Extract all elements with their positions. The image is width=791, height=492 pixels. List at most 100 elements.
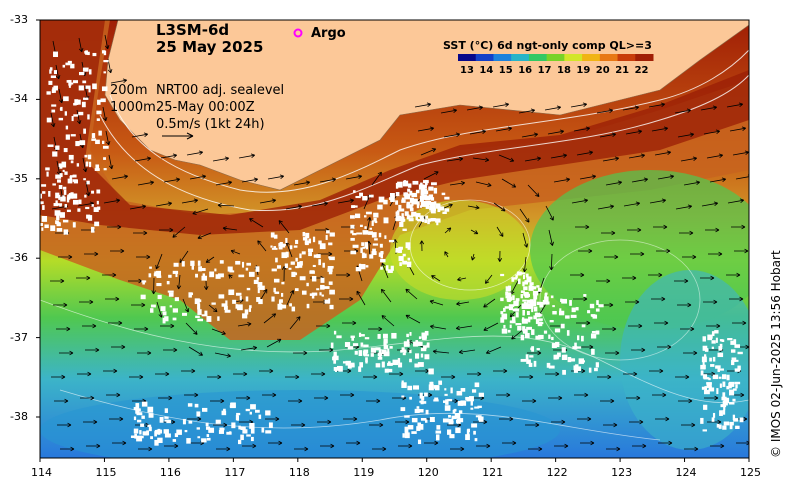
cloud-pixel [150, 304, 156, 308]
current-arrow [674, 278, 689, 284]
cloud-pixel [525, 302, 529, 305]
cloud-pixel [218, 294, 225, 299]
cloud-pixel [591, 314, 597, 318]
current-arrow [444, 227, 452, 234]
current-arrow [50, 278, 65, 284]
cloud-pixel [526, 276, 532, 283]
cloud-pixel [147, 406, 154, 413]
cloud-pixel [91, 138, 97, 141]
cloud-pixel [516, 271, 522, 276]
current-arrow [317, 419, 332, 425]
current-arrow [340, 392, 355, 398]
cloud-pixel [308, 252, 312, 257]
cloud-pixel [51, 104, 57, 107]
cloud-pixel [160, 306, 166, 311]
cloud-pixel [402, 228, 407, 232]
current-arrow [210, 398, 225, 404]
current-arrow [570, 102, 588, 108]
cloud-pixel [312, 264, 316, 268]
current-arrow [50, 112, 56, 128]
current-arrow [238, 153, 256, 159]
x-tick-label: 125 [740, 466, 761, 479]
cloud-pixel [721, 339, 725, 342]
cloud-pixel [363, 344, 369, 348]
cloud-pixel [397, 181, 403, 188]
current-arrow [703, 129, 721, 135]
cloud-pixel [421, 396, 425, 401]
colorbar-swatch [493, 54, 512, 61]
cloud-pixel [365, 211, 372, 215]
cloud-pixel [46, 117, 52, 123]
cloud-pixel [382, 333, 388, 339]
cloud-pixel [380, 258, 386, 263]
current-arrow [729, 296, 744, 302]
cloud-pixel [265, 410, 271, 416]
cloud-pixel [448, 420, 454, 424]
cloud-pixel [103, 168, 107, 171]
cloud-pixel [434, 397, 439, 401]
cloud-pixel [154, 439, 159, 446]
cloud-pixel [419, 215, 424, 219]
cloud-pixel [538, 322, 544, 325]
current-arrow [414, 102, 432, 108]
current-arrow [366, 398, 381, 404]
cloud-pixel [302, 237, 308, 241]
current-arrow [363, 374, 378, 380]
cloud-pixel [164, 416, 169, 419]
cloud-pixel [69, 175, 72, 180]
cloud-pixel [370, 347, 377, 353]
current-arrow [108, 154, 114, 170]
cloud-pixel [517, 326, 522, 331]
current-arrow [522, 256, 528, 273]
y-tick-label: -34 [10, 92, 28, 106]
current-arrow [527, 184, 540, 197]
current-arrow [625, 299, 640, 305]
cloud-pixel [219, 427, 224, 433]
x-tick-label: 123 [611, 466, 633, 479]
cloud-pixel [133, 428, 139, 434]
cloud-pixel [734, 368, 741, 372]
cloud-pixel [718, 424, 722, 429]
colorbar-swatch [564, 54, 583, 61]
cloud-pixel [21, 185, 23, 188]
cloud-pixel [402, 352, 406, 356]
cloud-pixel [372, 248, 376, 254]
cloud-pixel [278, 300, 282, 305]
cloud-pixel [373, 212, 379, 218]
cloud-pixel [329, 256, 335, 261]
current-arrow [185, 322, 198, 335]
cloud-pixel [716, 388, 719, 395]
cloud-pixel [416, 341, 423, 346]
current-arrow [705, 227, 720, 233]
cloud-pixel [164, 316, 169, 322]
cloud-pixel [197, 436, 201, 439]
current-arrow [78, 37, 84, 53]
cloud-pixel [573, 369, 578, 373]
cloud-pixel [538, 318, 543, 321]
cloud-pixel [285, 251, 289, 258]
cloud-pixel [176, 429, 182, 435]
cloud-pixel [425, 201, 430, 206]
cloud-pixel [274, 291, 280, 294]
current-arrow [112, 440, 127, 446]
cloud-pixel [473, 430, 476, 435]
current-arrow [60, 446, 75, 452]
cloud-pixel [395, 182, 399, 189]
cloud-pixel [24, 191, 27, 197]
cloud-pixel [223, 408, 226, 415]
cloud-pixel [424, 330, 429, 336]
current-arrow [580, 440, 595, 446]
current-arrow [356, 290, 366, 306]
cloud-pixel [148, 413, 154, 418]
cloud-pixel [87, 154, 92, 160]
cloud-pixel [163, 429, 169, 434]
cloud-pixel [416, 201, 420, 206]
cloud-pixel [40, 223, 43, 226]
cloud-pixel [515, 312, 519, 318]
current-arrow [155, 253, 163, 270]
cloud-pixel [278, 246, 283, 250]
cloud-pixel [92, 133, 96, 139]
credit-text: © IMOS 02-Jun-2025 13:56 Hobart [769, 250, 783, 458]
cloud-pixel [477, 405, 482, 408]
cloud-pixel [413, 385, 420, 390]
